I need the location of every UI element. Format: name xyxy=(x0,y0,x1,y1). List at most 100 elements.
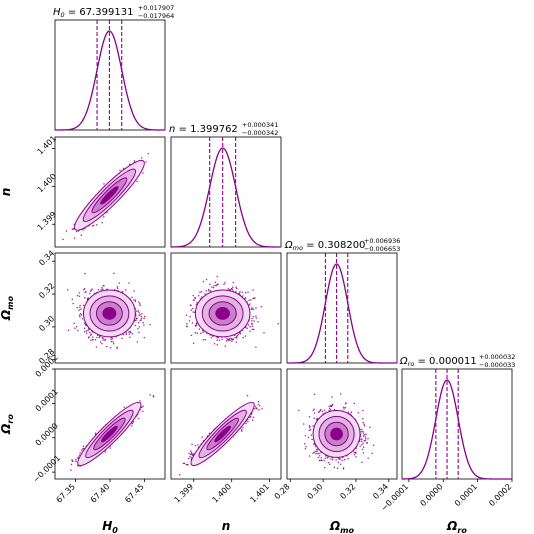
scatter-point xyxy=(97,289,100,291)
scatter-point xyxy=(248,299,250,301)
scatter-point xyxy=(252,315,255,318)
scatter-point xyxy=(131,296,133,298)
hist-curve-Omo xyxy=(287,263,397,364)
scatter-point xyxy=(252,328,255,331)
scatter-point xyxy=(72,460,74,462)
scatter-point xyxy=(235,337,238,339)
scatter-point xyxy=(186,323,188,325)
scatter-point xyxy=(227,287,230,290)
scatter-point xyxy=(94,432,97,434)
scatter-point xyxy=(147,152,150,155)
scatter-point xyxy=(223,283,225,286)
panel-content xyxy=(185,275,279,348)
scatter-point xyxy=(134,299,137,301)
hist-err-plus-n: +0.000341 xyxy=(242,121,278,129)
scatter-point xyxy=(80,234,83,237)
scatter-point xyxy=(136,180,138,183)
scatter-point xyxy=(109,346,112,349)
scatter-point xyxy=(226,337,228,339)
scatter-point xyxy=(82,228,84,231)
scatter-point xyxy=(76,306,78,309)
scatter-point xyxy=(218,339,221,342)
scatter-point xyxy=(263,331,265,334)
hist-title-Oro: Ωro = 0.000011 xyxy=(399,356,477,368)
scatter-point xyxy=(208,288,210,291)
scatter-point xyxy=(143,336,146,339)
scatter-point xyxy=(260,305,263,308)
scatter-point xyxy=(255,307,257,309)
scatter-point xyxy=(202,280,205,283)
scatter-point xyxy=(92,224,95,227)
hist-frame-Oro xyxy=(401,368,513,480)
scatter-point xyxy=(235,341,238,344)
scatter-point xyxy=(193,299,195,301)
hist-panel-Oro: Ωro = 0.000011 +0.000032−0.000033 xyxy=(399,353,515,480)
scatter-point xyxy=(66,289,69,291)
scatter-point xyxy=(204,293,206,295)
hist-panel-n: n = 1.399762 +0.000341−0.000342 xyxy=(169,121,282,248)
hist-curve-n xyxy=(170,147,282,248)
scatter-point xyxy=(137,321,140,324)
scatter-point xyxy=(232,286,234,288)
scatter-point xyxy=(246,327,248,330)
scatter-point xyxy=(138,301,140,303)
scatter-point xyxy=(98,336,101,339)
scatter-point xyxy=(224,345,227,347)
scatter-point xyxy=(140,317,143,319)
scatter-point xyxy=(106,345,108,348)
scatter-point xyxy=(75,230,78,233)
scatter-point xyxy=(125,333,127,336)
scatter-point xyxy=(104,451,107,453)
scatter-point xyxy=(84,297,86,299)
scatter-point xyxy=(129,331,131,333)
scatter-point xyxy=(84,291,86,294)
scatter-point xyxy=(104,338,106,340)
scatter-point xyxy=(128,333,130,335)
scatter-point xyxy=(138,311,140,314)
scatter-point xyxy=(83,447,85,450)
scatter-point xyxy=(221,338,223,341)
scatter-point xyxy=(208,290,210,292)
panel-n-Omo xyxy=(170,252,282,364)
scatter-point xyxy=(106,288,108,290)
scatter-point xyxy=(186,325,188,328)
scatter-point xyxy=(200,296,203,298)
scatter-point xyxy=(125,332,128,334)
scatter-point xyxy=(195,303,197,306)
scatter-point xyxy=(95,224,98,226)
scatter-point xyxy=(214,281,217,283)
scatter-point xyxy=(251,325,254,328)
scatter-point xyxy=(113,272,115,275)
scatter-point xyxy=(133,160,136,162)
hist-err-minus-Omo: −0.006653 xyxy=(364,245,400,253)
hist-title-n: n = 1.399762 xyxy=(169,124,238,135)
panel-H0-Oro xyxy=(54,368,166,480)
scatter-point xyxy=(100,289,102,291)
scatter-point xyxy=(87,297,89,299)
scatter-point xyxy=(238,292,240,295)
scatter-point xyxy=(199,291,201,293)
scatter-point xyxy=(78,314,81,317)
hist-err-minus-H0: −0.017964 xyxy=(138,12,174,20)
scatter-point xyxy=(112,341,114,343)
scatter-point xyxy=(110,338,112,341)
scatter-point xyxy=(87,329,89,332)
scatter-point xyxy=(232,281,235,284)
scatter-point xyxy=(216,343,219,346)
scatter-point xyxy=(116,347,118,350)
hist-panel-H0: H0 = 67.399131 +0.017907−0.017964 xyxy=(53,4,174,131)
scatter-point xyxy=(75,460,77,463)
scatter-point xyxy=(231,340,233,343)
scatter-point xyxy=(78,295,81,297)
scatter-point xyxy=(235,286,237,288)
scatter-point xyxy=(210,336,213,339)
scatter-point xyxy=(78,292,80,294)
scatter-point xyxy=(217,337,219,339)
hist-err-plus-Omo: +0.006936 xyxy=(364,237,400,245)
scatter-point xyxy=(188,320,191,322)
scatter-point xyxy=(250,308,253,310)
scatter-point xyxy=(80,313,83,316)
panel-H0-Omo xyxy=(54,252,166,364)
scatter-point xyxy=(119,169,121,171)
scatter-point xyxy=(116,286,119,288)
